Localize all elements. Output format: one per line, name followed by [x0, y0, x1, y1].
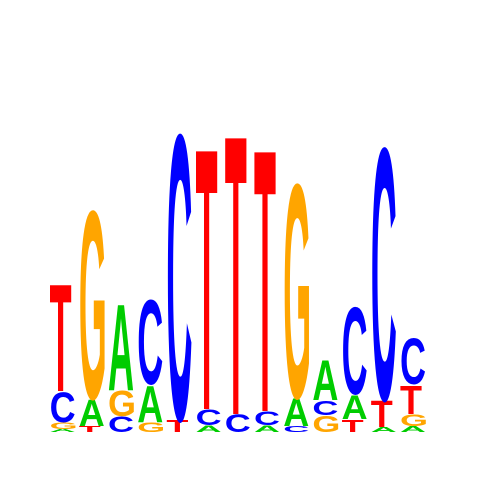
logo-letter-c: C: [312, 397, 338, 420]
logo-letter-c: C: [166, 50, 192, 480]
svg-text:G: G: [137, 419, 165, 435]
svg-text:A: A: [79, 391, 105, 434]
logo-letter-c: C: [342, 283, 368, 422]
svg-text:C: C: [50, 384, 76, 431]
svg-text:C: C: [312, 397, 338, 420]
logo-letter-a: A: [254, 423, 280, 434]
svg-text:A: A: [196, 423, 222, 434]
svg-text:A: A: [342, 389, 368, 427]
logo-letter-c: C: [196, 406, 222, 430]
svg-text:C: C: [108, 413, 134, 437]
logo-letter-c: C: [108, 413, 134, 437]
logo-letter-t: T: [342, 416, 365, 436]
svg-text:A: A: [108, 280, 134, 417]
svg-text:C: C: [342, 283, 368, 422]
logo-letter-g: G: [400, 411, 428, 429]
svg-text:C: C: [283, 424, 309, 433]
logo-letter-a: A: [50, 428, 76, 433]
svg-text:A: A: [371, 426, 397, 433]
svg-text:C: C: [137, 274, 163, 410]
logo-letter-t: T: [79, 424, 101, 433]
logo-letter-t: T: [166, 416, 189, 436]
svg-text:A: A: [312, 350, 338, 414]
svg-text:T: T: [79, 424, 101, 433]
logo-letter-a: A: [342, 389, 368, 427]
logo-letter-g: G: [50, 420, 78, 431]
logo-letter-t: T: [371, 392, 393, 435]
logo-letter-g: G: [283, 122, 311, 463]
logo-letter-a: A: [400, 424, 426, 433]
logo-letter-g: G: [137, 419, 165, 435]
svg-text:C: C: [371, 74, 397, 476]
logo-letter-g: G: [312, 412, 340, 437]
svg-text:G: G: [79, 154, 107, 455]
svg-text:A: A: [137, 375, 163, 433]
logo-letter-g: G: [108, 384, 136, 424]
logo-letter-a: A: [137, 375, 163, 433]
svg-text:G: G: [108, 384, 136, 424]
logo-letter-a: A: [196, 423, 222, 434]
svg-text:C: C: [254, 408, 280, 429]
logo-letter-a: A: [312, 350, 338, 414]
svg-text:C: C: [225, 410, 251, 438]
svg-text:A: A: [254, 423, 280, 434]
svg-text:G: G: [312, 412, 340, 437]
svg-text:T: T: [50, 252, 72, 424]
svg-text:C: C: [166, 50, 192, 480]
logo-letter-c: C: [254, 408, 280, 429]
logo-letter-a: A: [283, 391, 309, 435]
svg-text:C: C: [400, 326, 426, 399]
svg-text:T: T: [225, 53, 247, 480]
logo-letter-t: T: [254, 70, 276, 480]
logo-letter-c: C: [50, 384, 76, 431]
svg-text:T: T: [342, 416, 365, 436]
svg-text:A: A: [400, 424, 426, 433]
logo-letter-g: G: [79, 154, 107, 455]
svg-text:A: A: [283, 391, 309, 435]
logo-letter-c: C: [371, 74, 397, 476]
svg-text:T: T: [400, 378, 422, 424]
svg-text:T: T: [196, 71, 218, 480]
logo-letter-t: T: [400, 378, 422, 424]
logo-letter-c: C: [400, 326, 426, 399]
svg-text:G: G: [283, 122, 311, 463]
logo-letter-a: A: [371, 426, 397, 433]
logo-letter-a: A: [108, 280, 134, 417]
logo-letter-t: T: [196, 71, 218, 480]
logo-letter-c: C: [137, 274, 163, 410]
logo-letter-t: T: [50, 252, 72, 424]
svg-text:A: A: [50, 428, 76, 433]
logo-letter-a: A: [79, 391, 105, 434]
logo-letter-c: C: [225, 410, 251, 438]
svg-text:G: G: [50, 420, 78, 431]
svg-text:T: T: [371, 392, 393, 435]
logo-letter-t: T: [225, 53, 247, 480]
svg-text:T: T: [166, 416, 189, 436]
svg-text:C: C: [196, 406, 222, 430]
svg-text:G: G: [400, 411, 428, 429]
svg-text:T: T: [254, 70, 276, 480]
logo-letter-c: C: [283, 424, 309, 433]
